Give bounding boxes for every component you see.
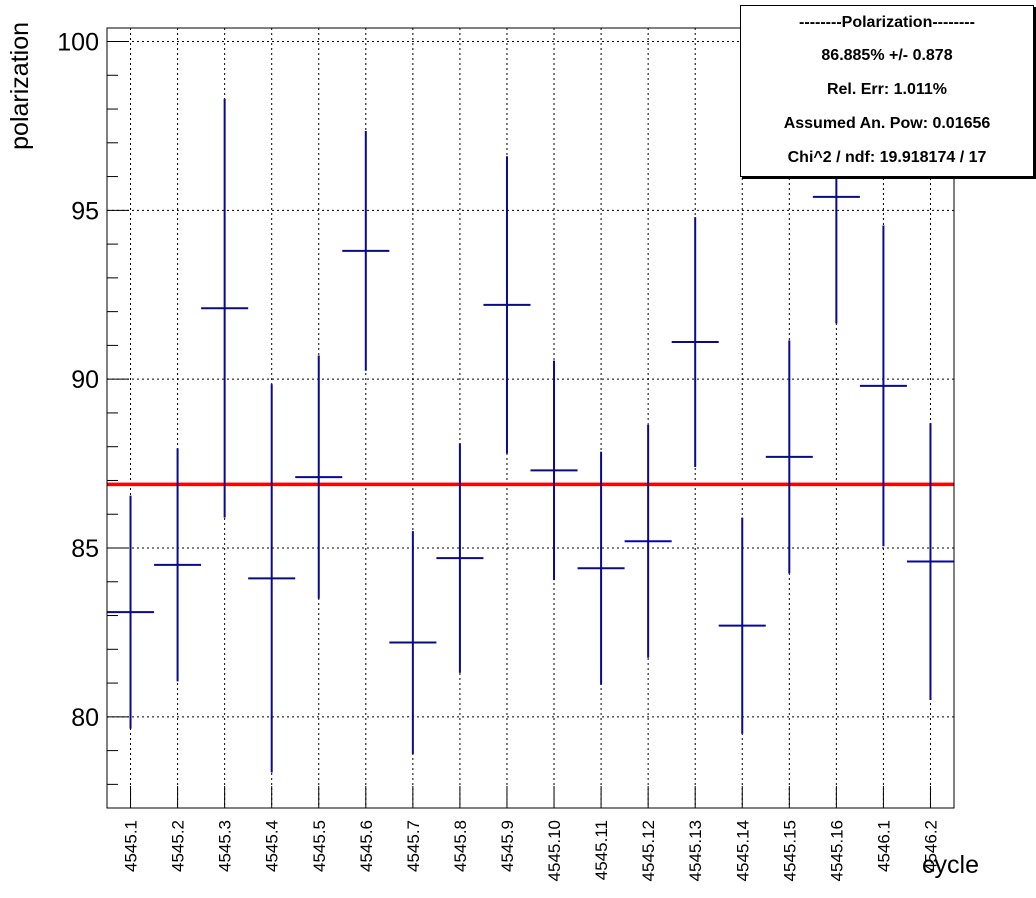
x-tick-label: 4545.4	[263, 820, 282, 872]
x-tick-label: 4545.5	[310, 820, 329, 872]
y-tick-label: 90	[71, 366, 99, 394]
data-point	[718, 517, 766, 734]
data-point	[765, 340, 813, 574]
x-tick-label: 4545.8	[451, 820, 470, 872]
y-axis: 80 85 90 95 100	[57, 29, 129, 785]
stats-rel-err: Rel. Err: 1.011%	[826, 81, 948, 98]
data-point	[201, 98, 249, 518]
x-tick-label: 4545.11	[592, 820, 611, 880]
data-point	[906, 423, 954, 700]
x-tick-label: 4545.2	[169, 820, 188, 872]
data-point	[342, 130, 390, 371]
y-axis-label: polarization	[6, 22, 34, 150]
x-tick-label: 4545.9	[498, 820, 517, 872]
data-point	[295, 355, 343, 599]
x-tick-label: 4545.10	[545, 820, 564, 881]
x-tick-label: 4545.1	[122, 820, 141, 872]
stats-analyzing-power: Assumed An. Pow: 0.01656	[783, 115, 991, 132]
x-tick-label: 4545.13	[686, 820, 705, 881]
x-tick-label: 4545.16	[827, 820, 846, 881]
x-tick-label: 4545.15	[780, 820, 799, 881]
stats-box: --------Polarization-------- 86.885% +/-…	[740, 5, 1034, 177]
y-tick-label: 100	[57, 29, 99, 57]
data-point	[389, 531, 437, 754]
x-tick-label: 4545.14	[733, 820, 752, 881]
x-axis: 4545.1 4545.2 4545.3 4545.4 4545.5 4545.6 4545…	[122, 786, 940, 881]
data-point	[671, 217, 719, 467]
data-point	[107, 495, 155, 729]
plot-frame	[106, 27, 955, 809]
data-point	[154, 448, 202, 682]
y-tick-label: 80	[71, 704, 99, 732]
x-tick-label: 4545.7	[404, 820, 423, 872]
data-point	[577, 451, 625, 685]
x-tick-label: 4545.3	[216, 820, 235, 872]
data-point	[530, 360, 578, 581]
x-tick-label: 4545.12	[639, 820, 658, 881]
y-tick-label: 85	[71, 535, 99, 563]
stats-title: --------Polarization--------	[799, 14, 975, 31]
x-tick-label: 4545.6	[357, 820, 376, 872]
data-point	[624, 424, 672, 658]
x-tick-label: 4546.1	[874, 820, 893, 872]
y-tick-label: 95	[71, 197, 99, 225]
data-point	[248, 384, 296, 773]
x-axis-label: cycle	[922, 851, 979, 879]
data-point	[436, 443, 484, 673]
stats-chi2: Chi^2 / ndf: 19.918174 / 17	[787, 149, 987, 166]
data-point	[859, 225, 907, 547]
stats-polarization: 86.885% +/- 0.878	[821, 47, 953, 64]
x-tick-label: 4546.2	[921, 820, 940, 872]
data-points	[107, 70, 954, 773]
data-point	[483, 156, 531, 454]
